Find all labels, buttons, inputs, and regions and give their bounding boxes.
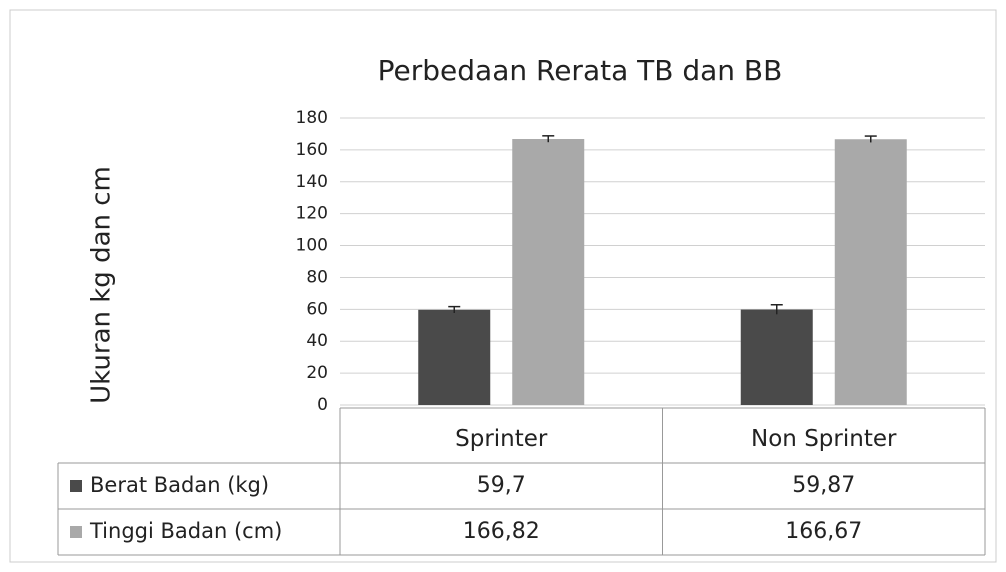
legend-swatch: [70, 526, 82, 538]
legend-swatch: [70, 480, 82, 492]
chart-title: Perbedaan Rerata TB dan BB: [378, 54, 783, 87]
legend-label: Tinggi Badan (cm): [89, 519, 282, 543]
chart-frame: [9, 9, 997, 563]
y-tick-label: 0: [317, 395, 328, 415]
bar: [740, 309, 813, 405]
y-tick-label: 180: [296, 108, 328, 128]
y-tick-label: 40: [306, 331, 328, 351]
y-tick-label: 20: [306, 363, 328, 383]
bar: [418, 309, 491, 405]
table-value: 166,82: [463, 519, 540, 544]
y-tick-label: 100: [296, 236, 328, 256]
y-tick-label: 60: [306, 299, 328, 319]
x-tick-label: Non Sprinter: [751, 426, 897, 452]
y-axis-label: Ukuran kg dan cm: [87, 166, 117, 404]
table-value: 59,7: [477, 473, 526, 498]
table-value: 166,67: [785, 519, 862, 544]
table-value: 59,87: [792, 473, 855, 498]
y-tick-label: 80: [306, 267, 328, 287]
x-tick-label: Sprinter: [455, 426, 548, 452]
y-tick-label: 140: [296, 172, 328, 192]
bar: [512, 139, 585, 405]
y-tick-label: 120: [296, 204, 328, 224]
y-tick-label: 160: [296, 140, 328, 160]
legend-label: Berat Badan (kg): [90, 473, 269, 497]
bar: [834, 139, 907, 405]
